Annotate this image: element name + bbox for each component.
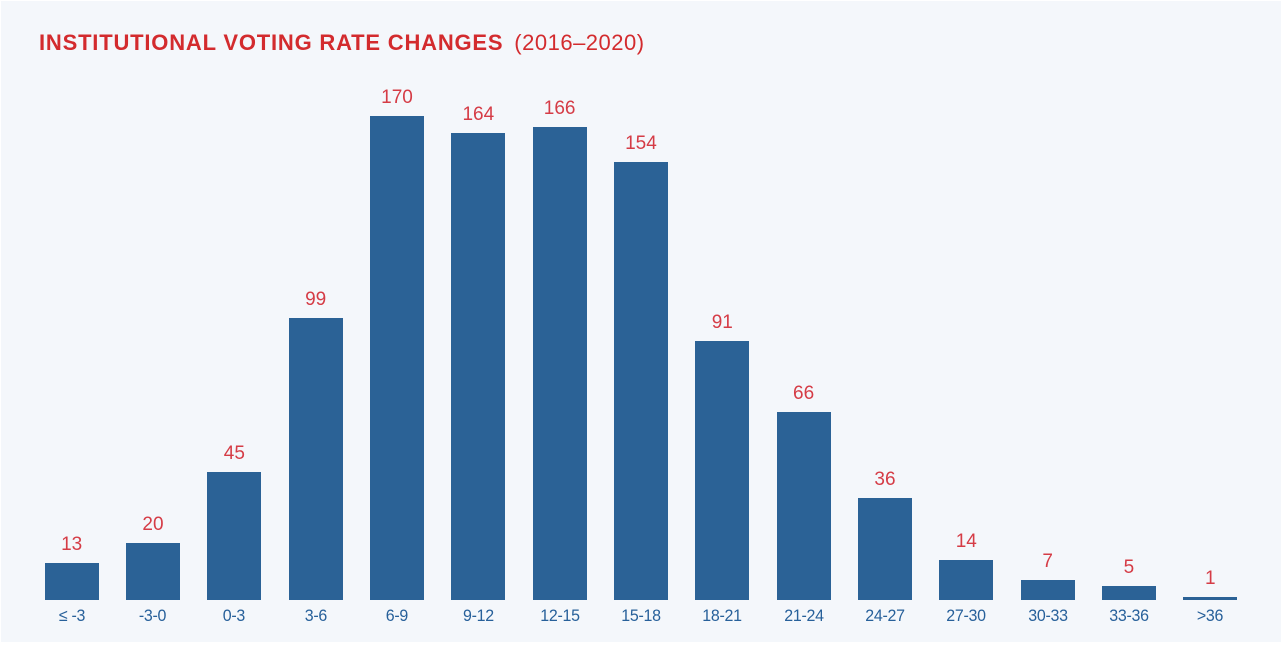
- x-axis-tick-label: 21-24: [783, 606, 824, 625]
- x-axis-tick-label: 30-33: [1027, 606, 1068, 625]
- x-axis-tick-label: 24-27: [865, 606, 905, 625]
- chart-title: INSTITUTIONAL VOTING RATE CHANGES (2016–…: [39, 30, 1281, 56]
- bar-chart: 13 ≤ -3 20 -3-0 45 0-3 99 3-6 170 6-9 164 9-12 166 12…: [1, 56, 1281, 642]
- bar-value-label: 99: [305, 289, 327, 311]
- bar: [288, 318, 343, 600]
- bar-column: 166 12-15: [519, 56, 600, 632]
- bar-column: 91 18-21: [682, 56, 763, 632]
- bar-value-label: 164: [462, 104, 495, 126]
- bar-value-label: 20: [142, 514, 164, 536]
- bar: [451, 133, 506, 600]
- bar: [857, 497, 912, 600]
- bar-value-label: 1: [1204, 568, 1216, 590]
- x-axis-tick-label: 33-36: [1109, 606, 1149, 625]
- bar: [532, 127, 587, 600]
- bar: [207, 471, 262, 600]
- bar-column: 14 27-30: [926, 56, 1007, 632]
- x-axis-tick-label: 9-12: [462, 606, 494, 625]
- bar: [125, 543, 180, 600]
- bar-value-label: 170: [381, 87, 413, 108]
- x-axis-tick-label: 18-21: [702, 606, 743, 625]
- bar-column: 99 3-6: [275, 56, 356, 632]
- bar-value-label: 45: [223, 442, 245, 464]
- bar-value-label: 7: [1042, 551, 1053, 573]
- bar-column: 5 33-36: [1088, 56, 1169, 632]
- bar-column: 164 9-12: [438, 56, 519, 632]
- x-axis-tick-label: 3-6: [304, 606, 328, 625]
- bar-value-label: 14: [955, 531, 977, 553]
- bar-column: 154 15-18: [600, 56, 681, 632]
- bar-column: 7 30-33: [1007, 56, 1088, 632]
- bar: [776, 412, 831, 600]
- bar: [44, 563, 99, 600]
- bar-column: 1 >36: [1170, 56, 1251, 632]
- x-axis-tick-label: 12-15: [539, 606, 580, 625]
- x-axis-tick-label: 15-18: [621, 606, 661, 625]
- chart-title-years: (2016–2020): [514, 30, 645, 55]
- bar-column: 45 0-3: [194, 56, 275, 632]
- bar-column: 36 24-27: [844, 56, 925, 632]
- x-axis-tick-label: 0-3: [223, 606, 246, 625]
- bar-column: 66 21-24: [763, 56, 844, 632]
- bar: [695, 340, 750, 600]
- bar: [939, 560, 994, 600]
- bar-column: 170 6-9: [356, 56, 437, 632]
- bar-value-label: 154: [625, 132, 657, 154]
- x-axis-tick-label: >36: [1197, 606, 1224, 625]
- bar-value-label: 36: [874, 468, 896, 490]
- x-axis-tick-label: 27-30: [946, 606, 987, 625]
- bar: [613, 161, 668, 600]
- bar-value-label: 66: [793, 383, 815, 405]
- bar-column: 13 ≤ -3: [31, 56, 112, 632]
- x-axis-tick-label: 6-9: [385, 606, 409, 625]
- chart-title-main: INSTITUTIONAL VOTING RATE CHANGES: [39, 30, 504, 55]
- bar-value-label: 91: [711, 311, 733, 333]
- bar-value-label: 13: [61, 534, 83, 555]
- x-axis-tick-label: -3-0: [139, 606, 167, 625]
- x-axis-tick-label: ≤ -3: [58, 606, 86, 625]
- bar-value-label: 166: [543, 98, 576, 120]
- bar: [1020, 580, 1075, 600]
- bar-column: 20 -3-0: [112, 56, 193, 632]
- bar: [1183, 597, 1238, 600]
- bar-value-label: 5: [1123, 556, 1135, 578]
- chart-header: INSTITUTIONAL VOTING RATE CHANGES (2016–…: [1, 1, 1281, 56]
- bar: [369, 116, 424, 600]
- bar: [1101, 585, 1156, 600]
